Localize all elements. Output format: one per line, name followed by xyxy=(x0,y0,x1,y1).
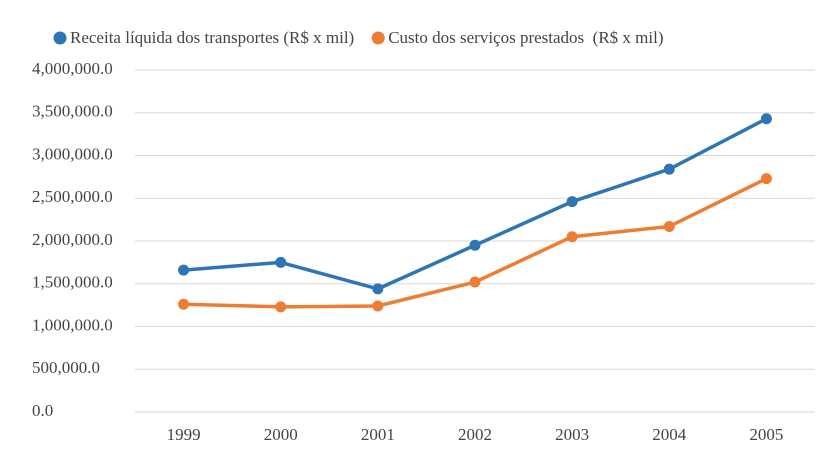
data-point xyxy=(760,173,772,185)
legend-label: Custo dos serviços prestados (R$ x mil) xyxy=(388,28,663,47)
series-line xyxy=(183,117,768,291)
y-tick-label: 3,000,000.0 xyxy=(32,144,113,163)
x-tick-label: 2003 xyxy=(555,425,589,444)
data-point xyxy=(178,298,190,310)
data-point xyxy=(566,231,578,243)
data-point xyxy=(469,239,481,251)
x-tick-label: 1999 xyxy=(167,425,201,444)
y-tick-label: 1,000,000.0 xyxy=(32,315,113,334)
y-tick-label: 0.0 xyxy=(32,401,53,420)
y-tick-label: 2,000,000.0 xyxy=(32,230,113,249)
data-point xyxy=(663,163,675,175)
legend-marker xyxy=(371,31,385,45)
x-tick-label: 2004 xyxy=(652,425,687,444)
x-tick-label: 2000 xyxy=(264,425,298,444)
data-point xyxy=(469,276,481,288)
data-point xyxy=(178,264,190,276)
data-point xyxy=(566,196,578,208)
x-tick-label: 2001 xyxy=(361,425,395,444)
data-point xyxy=(275,301,287,313)
data-point xyxy=(372,300,384,312)
y-tick-label: 500,000.0 xyxy=(32,358,100,377)
y-tick-label: 2,500,000.0 xyxy=(32,187,113,206)
x-tick-label: 2005 xyxy=(749,425,783,444)
data-point xyxy=(760,113,772,125)
data-point xyxy=(275,256,287,268)
y-tick-label: 3,500,000.0 xyxy=(32,102,113,121)
legend-label: Receita líquida dos transportes (R$ x mi… xyxy=(70,28,354,47)
y-tick-label: 1,500,000.0 xyxy=(32,273,113,292)
x-tick-label: 2002 xyxy=(458,425,492,444)
data-point xyxy=(663,220,675,232)
y-tick-label: 4,000,000.0 xyxy=(32,59,113,78)
legend-marker xyxy=(53,31,67,45)
data-point xyxy=(372,283,384,295)
